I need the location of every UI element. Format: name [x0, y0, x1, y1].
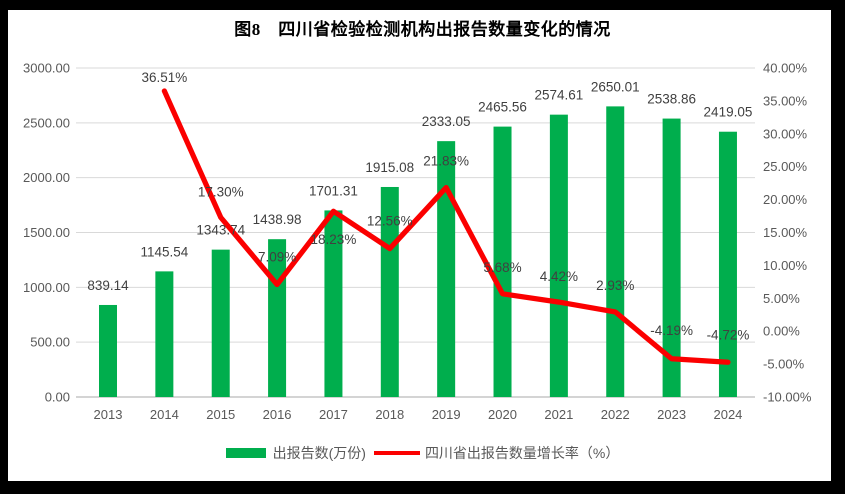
legend-label-bars: 出报告数(万份)	[272, 445, 366, 461]
growth-rate-label: 4.42%	[540, 269, 578, 284]
growth-rate-label: -4.19%	[650, 323, 693, 338]
growth-rate-label: 36.51%	[141, 70, 187, 85]
growth-rate-label: 12.56%	[367, 214, 413, 229]
right-axis-tick-label: 0.00%	[763, 324, 800, 339]
x-axis-category-label: 2014	[150, 407, 179, 422]
x-axis-category-label: 2022	[601, 407, 630, 422]
right-axis-tick-label: -10.00%	[763, 390, 812, 405]
legend-item-bars: 出报告数(万份)	[225, 443, 366, 463]
right-axis-tick-label: -5.00%	[763, 357, 805, 372]
right-axis-tick-label: 15.00%	[763, 225, 808, 240]
line-series-swatch	[373, 450, 420, 456]
x-axis-category-label: 2018	[375, 407, 404, 422]
left-axis-tick-label: 2500.00	[23, 115, 70, 130]
x-axis-category-label: 2016	[263, 407, 292, 422]
bar-2024	[718, 131, 737, 397]
right-axis-tick-label: 10.00%	[763, 258, 808, 273]
left-axis-tick-label: 1000.00	[23, 280, 70, 295]
bar-value-label: 1915.08	[365, 160, 414, 175]
x-axis-category-label: 2021	[544, 407, 573, 422]
growth-rate-label: 7.09%	[258, 250, 296, 265]
x-axis-category-label: 2023	[657, 407, 686, 422]
left-axis-tick-label: 500.00	[30, 335, 70, 350]
growth-rate-label: -4.72%	[707, 327, 750, 342]
bar-2014	[155, 271, 174, 397]
legend-label-line: 四川省出报告数量增长率（%）	[424, 445, 620, 461]
left-axis-tick-label: 0.00	[45, 390, 70, 405]
x-axis-category-label: 2024	[713, 407, 742, 422]
legend-item-line: 四川省出报告数量增长率（%）	[369, 443, 619, 463]
x-axis-category-label: 2013	[94, 407, 123, 422]
bar-value-label: 1438.98	[253, 212, 302, 227]
growth-rate-label: 5.68%	[483, 260, 521, 275]
bar-2020	[493, 126, 512, 397]
bar-2022	[606, 106, 625, 398]
bar-value-label: 839.14	[87, 278, 129, 293]
right-axis-tick-label: 35.00%	[763, 93, 808, 108]
left-axis-tick-label: 2000.00	[23, 170, 70, 185]
legend: 出报告数(万份) 四川省出报告数量增长率（%）	[0, 443, 845, 463]
right-axis-tick-label: 25.00%	[763, 159, 808, 174]
bar-value-label: 2574.61	[534, 88, 583, 103]
x-axis-category-label: 2015	[206, 407, 235, 422]
bar-2023	[662, 118, 681, 397]
x-axis-category-label: 2017	[319, 407, 348, 422]
bar-value-label: 2419.05	[704, 105, 753, 120]
right-axis-tick-label: 30.00%	[763, 126, 808, 141]
bar-2018	[380, 186, 399, 397]
bar-2015	[211, 249, 230, 397]
left-axis-tick-label: 1500.00	[23, 225, 70, 240]
plot-background	[8, 10, 831, 481]
growth-rate-line	[161, 88, 731, 365]
growth-rate-label: 18.23%	[311, 232, 357, 247]
growth-rate-label: 17.30%	[198, 184, 244, 199]
bar-2019	[437, 141, 456, 397]
bar-value-label: 2333.05	[422, 114, 471, 129]
x-axis-category-label: 2019	[432, 407, 461, 422]
right-axis-tick-label: 40.00%	[763, 61, 808, 76]
x-axis-category-label: 2020	[488, 407, 517, 422]
right-axis-tick-label: 5.00%	[763, 291, 800, 306]
chart-title: 图8 四川省检验检测机构出报告数量变化的情况	[234, 20, 611, 39]
bar-value-label: 2538.86	[647, 92, 696, 107]
growth-rate-label: 21.83%	[423, 154, 469, 169]
bar-value-label: 2650.01	[591, 79, 640, 94]
bar-2017	[324, 210, 343, 397]
bar-2021	[549, 114, 568, 398]
bar-value-label: 1701.31	[309, 183, 358, 198]
bar-value-label: 1343.74	[196, 223, 245, 238]
bar-2013	[99, 304, 117, 397]
bar-value-label: 1145.54	[140, 244, 188, 259]
right-axis-tick-label: 20.00%	[763, 192, 808, 207]
bar-value-label: 2465.56	[478, 100, 527, 115]
left-axis-tick-label: 3000.00	[23, 61, 70, 76]
growth-rate-label: 2.93%	[596, 278, 634, 293]
bar-series-swatch	[225, 448, 266, 458]
